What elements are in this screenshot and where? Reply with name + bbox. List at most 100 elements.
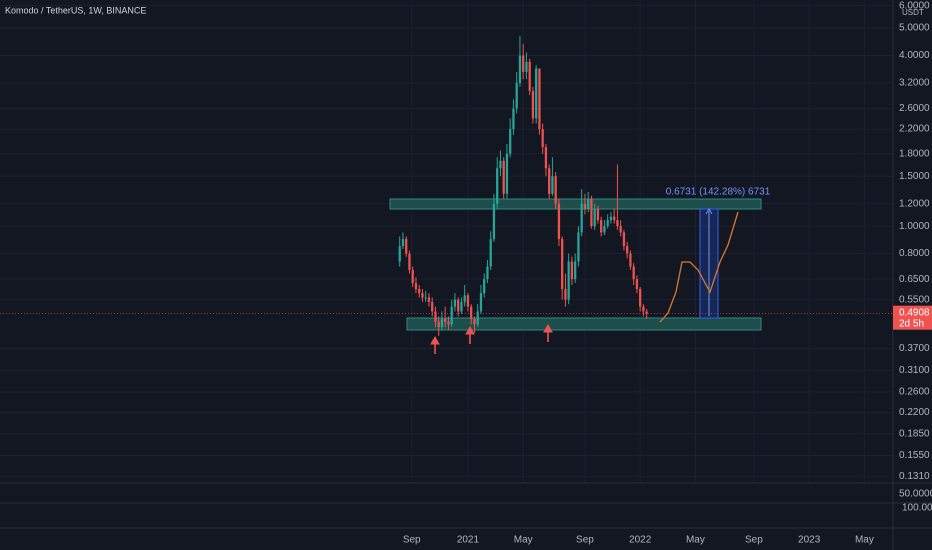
projection-path	[659, 211, 739, 323]
candle-body	[518, 55, 522, 83]
x-tick-label: 2023	[798, 535, 821, 546]
x-tick-label: Sep	[403, 535, 421, 546]
y-tick-label: 1.5000	[899, 171, 930, 182]
candle-body	[424, 297, 427, 299]
candle-body	[600, 220, 603, 233]
candle-body	[561, 239, 564, 289]
candle-body	[642, 306, 645, 312]
y-tick-label: 0.1310	[899, 471, 930, 482]
candle-body	[502, 160, 505, 194]
candle-body	[629, 253, 632, 267]
x-tick-label: 2021	[457, 535, 480, 546]
candle-body	[580, 203, 583, 233]
current-price-label: 0.4908	[899, 307, 930, 318]
y-tick-label: 0.2600	[899, 387, 930, 398]
candle-body	[522, 55, 525, 72]
x-tick-label: May	[514, 535, 533, 546]
candle-body	[460, 301, 463, 312]
candle-body	[554, 176, 557, 204]
candle-body	[499, 160, 502, 169]
candle-body	[496, 168, 499, 204]
candle-body	[447, 321, 450, 325]
x-tick-label: May	[855, 535, 874, 546]
candle-body	[596, 208, 600, 221]
y-tick-label: 0.1850	[899, 428, 930, 439]
candle-body	[444, 319, 447, 322]
candle-body	[479, 293, 483, 312]
y-tick-label: 5.0000	[899, 23, 930, 34]
arrow-head	[430, 335, 440, 345]
candle-body	[567, 261, 570, 300]
candle-body	[645, 311, 648, 314]
candle-body	[489, 239, 492, 267]
candle-body	[408, 253, 411, 271]
y-tick-label: 4.0000	[899, 50, 930, 61]
candle-body	[470, 306, 473, 320]
y-tick-label: 0.5500	[899, 294, 930, 305]
candle-body	[544, 147, 548, 169]
candle-body	[509, 129, 512, 154]
y-tick-label: 0.8000	[899, 248, 930, 259]
candle-body	[635, 279, 639, 289]
measure-label: 0.6731 (142.28%) 6731	[666, 187, 771, 198]
candle-body	[557, 203, 561, 240]
y-tick-label: 0.6500	[899, 274, 930, 285]
candle-body	[505, 153, 509, 194]
candle-body	[398, 246, 401, 262]
countdown-label: 2d 5h	[899, 318, 924, 329]
candle-body	[411, 270, 414, 283]
candle-body	[548, 168, 551, 194]
candle-body	[515, 82, 518, 109]
candle-body	[466, 295, 470, 307]
arrow-head	[465, 325, 475, 335]
candle-body	[531, 90, 535, 119]
candle-body	[512, 108, 515, 130]
candle-body	[414, 282, 418, 289]
x-tick-label: May	[686, 535, 705, 546]
candle-body	[616, 220, 619, 227]
candle-body	[551, 176, 554, 194]
candle-body	[639, 288, 642, 307]
candle-body	[450, 306, 453, 325]
grid	[0, 0, 893, 483]
candle-body	[473, 319, 476, 325]
candle-body	[427, 297, 431, 302]
unit-label: USDT	[902, 8, 924, 17]
candle-body	[593, 208, 596, 227]
candle-body	[463, 295, 466, 302]
candle-body	[541, 129, 544, 148]
candle-body	[606, 220, 609, 227]
chart-title: Komodo / TetherUS, 1W, BINANCE	[5, 5, 146, 15]
candle-body	[583, 203, 587, 209]
candle-body	[587, 198, 590, 209]
lower-pane-label: 50.0000	[899, 489, 932, 500]
candle-body	[626, 246, 629, 254]
candles	[398, 35, 648, 336]
candle-body	[528, 61, 531, 91]
candle-body	[453, 299, 457, 307]
candle-body	[538, 68, 541, 130]
y-tick-label: 1.2000	[899, 198, 930, 209]
candle-body	[619, 226, 622, 233]
candle-body	[622, 232, 626, 247]
candle-body	[418, 288, 421, 294]
candle-body	[613, 216, 616, 221]
candle-body	[535, 68, 538, 119]
candle-body	[574, 261, 577, 280]
candle-body	[492, 203, 496, 240]
candle-body	[457, 299, 460, 312]
y-tick-label: 1.0000	[899, 221, 930, 232]
candle-body	[577, 232, 580, 262]
support-zone	[406, 317, 762, 331]
arrow-head	[543, 323, 553, 333]
candle-body	[476, 311, 479, 325]
arrows	[430, 323, 553, 354]
candle-body	[431, 301, 434, 312]
y-tick-label: 0.2200	[899, 407, 930, 418]
y-tick-label: 0.3700	[899, 343, 930, 354]
candle-body	[483, 279, 486, 294]
candle-body	[609, 216, 613, 221]
candle-body	[486, 266, 489, 280]
